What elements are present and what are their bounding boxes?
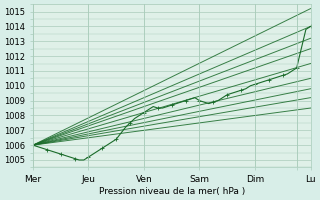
X-axis label: Pression niveau de la mer( hPa ): Pression niveau de la mer( hPa ) <box>99 187 245 196</box>
